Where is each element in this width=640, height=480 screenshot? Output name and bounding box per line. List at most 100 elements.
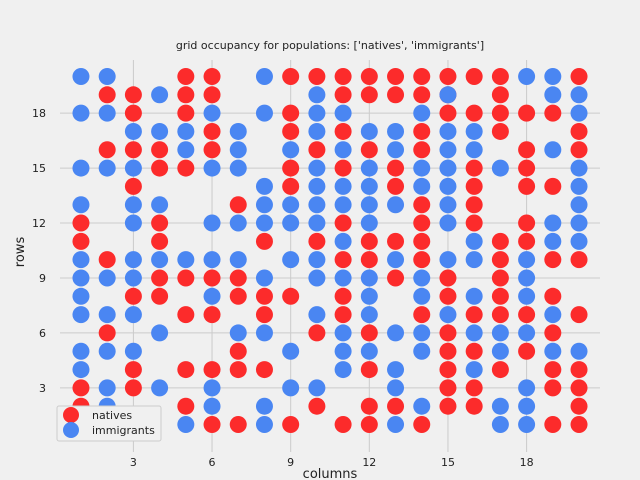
point-natives xyxy=(282,287,300,305)
point-natives xyxy=(491,86,509,104)
point-immigrants xyxy=(151,196,169,214)
x-tick-label: 6 xyxy=(209,456,216,469)
point-natives xyxy=(98,324,116,342)
point-immigrants xyxy=(570,232,588,250)
point-immigrants xyxy=(570,196,588,214)
point-immigrants xyxy=(413,269,431,287)
point-natives xyxy=(98,251,116,269)
point-natives xyxy=(465,104,483,122)
point-natives xyxy=(570,122,588,140)
point-natives xyxy=(570,141,588,159)
point-immigrants xyxy=(334,269,352,287)
point-immigrants xyxy=(518,379,536,397)
point-natives xyxy=(439,67,457,85)
point-immigrants xyxy=(439,122,457,140)
point-natives xyxy=(491,122,509,140)
point-natives xyxy=(413,122,431,140)
point-immigrants xyxy=(544,342,562,360)
point-natives xyxy=(151,141,169,159)
point-natives xyxy=(308,324,326,342)
point-natives xyxy=(151,214,169,232)
point-natives xyxy=(570,306,588,324)
point-immigrants xyxy=(98,306,116,324)
point-natives xyxy=(282,104,300,122)
point-immigrants xyxy=(72,342,90,360)
point-natives xyxy=(124,86,142,104)
point-immigrants xyxy=(413,324,431,342)
point-natives xyxy=(255,361,273,379)
point-natives xyxy=(465,67,483,85)
point-immigrants xyxy=(124,196,142,214)
point-natives xyxy=(360,232,378,250)
point-immigrants xyxy=(518,67,536,85)
point-immigrants xyxy=(360,159,378,177)
point-natives xyxy=(413,67,431,85)
legend-marker-immigrants xyxy=(63,422,79,438)
legend-box xyxy=(56,405,162,442)
point-natives xyxy=(491,104,509,122)
point-immigrants xyxy=(282,141,300,159)
point-immigrants xyxy=(255,397,273,415)
point-immigrants xyxy=(439,159,457,177)
point-immigrants xyxy=(465,251,483,269)
point-natives xyxy=(465,342,483,360)
point-natives xyxy=(334,306,352,324)
point-immigrants xyxy=(72,196,90,214)
point-natives xyxy=(360,67,378,85)
point-immigrants xyxy=(308,104,326,122)
x-tick-label: 9 xyxy=(287,456,294,469)
point-immigrants xyxy=(544,67,562,85)
point-immigrants xyxy=(308,196,326,214)
point-immigrants xyxy=(570,214,588,232)
point-immigrants xyxy=(334,361,352,379)
point-natives xyxy=(334,251,352,269)
x-tick-label: 3 xyxy=(130,456,137,469)
point-natives xyxy=(203,67,221,85)
point-immigrants xyxy=(334,232,352,250)
point-natives xyxy=(439,379,457,397)
point-immigrants xyxy=(203,104,221,122)
point-immigrants xyxy=(518,251,536,269)
point-immigrants xyxy=(203,251,221,269)
point-natives xyxy=(439,269,457,287)
point-immigrants xyxy=(308,214,326,232)
point-natives xyxy=(465,379,483,397)
point-immigrants xyxy=(308,177,326,195)
x-axis-label: columns xyxy=(303,467,358,480)
point-immigrants xyxy=(439,86,457,104)
point-immigrants xyxy=(544,306,562,324)
point-natives xyxy=(203,269,221,287)
point-natives xyxy=(334,287,352,305)
point-natives xyxy=(177,269,195,287)
y-tick-label: 3 xyxy=(39,382,46,395)
point-immigrants xyxy=(387,141,405,159)
point-natives xyxy=(98,86,116,104)
point-natives xyxy=(413,306,431,324)
point-natives xyxy=(229,361,247,379)
point-immigrants xyxy=(255,416,273,434)
point-natives xyxy=(151,269,169,287)
point-immigrants xyxy=(72,306,90,324)
point-natives xyxy=(151,232,169,250)
point-natives xyxy=(387,159,405,177)
point-immigrants xyxy=(308,306,326,324)
point-immigrants xyxy=(465,122,483,140)
point-natives xyxy=(151,159,169,177)
y-tick-label: 9 xyxy=(39,272,46,285)
point-immigrants xyxy=(229,141,247,159)
point-natives xyxy=(518,141,536,159)
point-natives xyxy=(518,104,536,122)
point-natives xyxy=(177,159,195,177)
point-natives xyxy=(518,342,536,360)
point-immigrants xyxy=(439,177,457,195)
point-natives xyxy=(413,196,431,214)
point-natives xyxy=(570,251,588,269)
point-natives xyxy=(282,159,300,177)
point-immigrants xyxy=(72,361,90,379)
y-axis-label: rows xyxy=(13,237,28,268)
point-immigrants xyxy=(518,416,536,434)
point-immigrants xyxy=(413,104,431,122)
point-immigrants xyxy=(413,287,431,305)
point-immigrants xyxy=(151,379,169,397)
point-immigrants xyxy=(413,177,431,195)
